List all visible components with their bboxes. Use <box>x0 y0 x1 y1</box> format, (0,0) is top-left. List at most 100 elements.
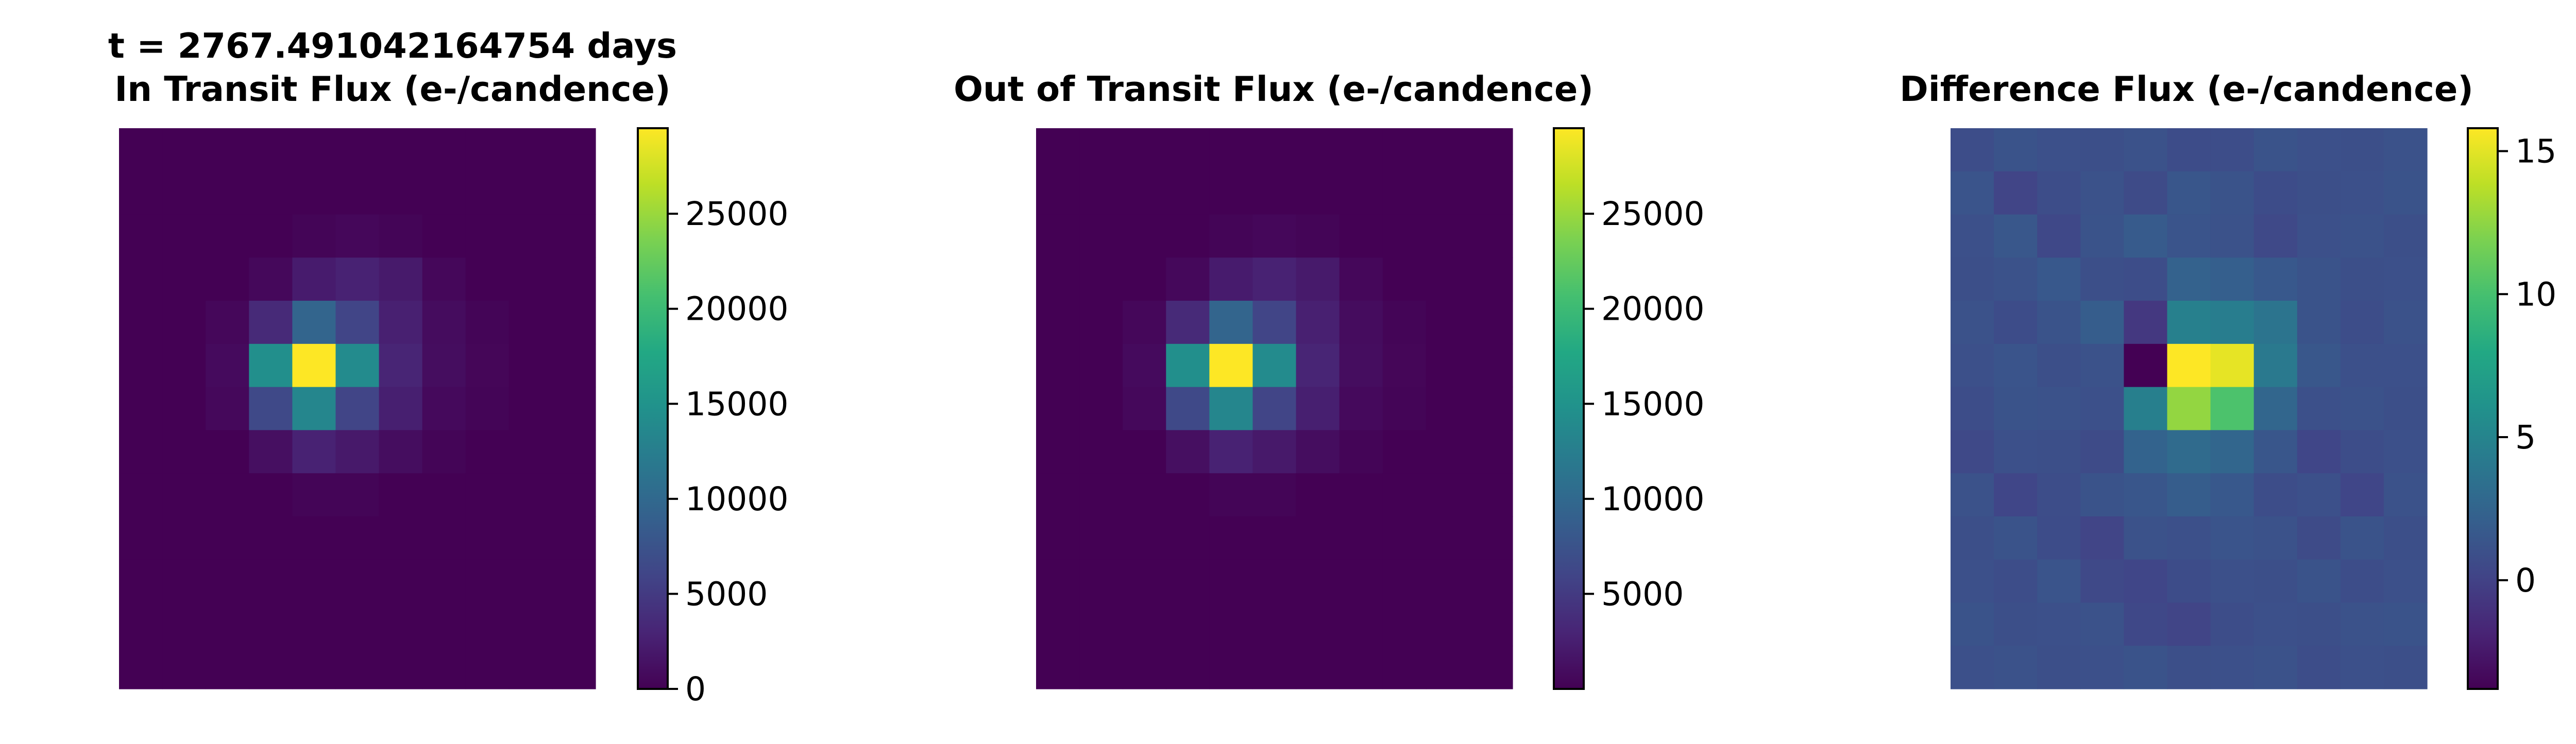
heatmap-cell <box>1252 343 1297 388</box>
heatmap-cell <box>2297 171 2341 215</box>
heatmap-cell <box>1036 387 1080 430</box>
heatmap-cell <box>1426 343 1470 388</box>
heatmap-cell <box>379 646 423 689</box>
heatmap-cell <box>2037 171 2081 215</box>
heatmap-cell <box>465 387 510 430</box>
heatmap-cell <box>249 128 293 172</box>
heatmap-cell <box>2340 602 2384 646</box>
heatmap-cell <box>1123 128 1166 172</box>
heatmap-cell <box>2037 516 2081 560</box>
heatmap-cell <box>162 559 206 603</box>
heatmap-cell <box>2297 516 2341 560</box>
heatmap-cell <box>1166 473 1210 517</box>
heatmap-cell <box>422 516 466 560</box>
heatmap-cell <box>379 473 423 517</box>
heatmap-cell <box>2297 473 2341 517</box>
panel-title-line: t = 2767.491042164754 days <box>108 26 677 66</box>
heatmap-cell <box>162 646 206 689</box>
heatmap-cell <box>2210 516 2255 560</box>
heatmap-cell <box>2167 559 2211 603</box>
heatmap-cell <box>1079 430 1123 474</box>
heatmap-cell <box>1382 128 1427 172</box>
heatmap-cell <box>465 430 510 474</box>
heatmap-cell <box>2124 430 2168 474</box>
heatmap-difference <box>1951 128 2428 689</box>
heatmap-cell <box>1469 430 1513 474</box>
heatmap-cell <box>1123 646 1166 689</box>
heatmap-cell <box>2080 343 2124 388</box>
heatmap-cell <box>1209 214 1253 258</box>
heatmap-cell <box>1469 516 1513 560</box>
heatmap-out-of-transit <box>1036 128 1513 689</box>
heatmap-cell <box>1166 214 1210 258</box>
heatmap-cell <box>1951 387 1994 430</box>
heatmap-cell <box>1209 257 1253 301</box>
heatmap-cell <box>379 602 423 646</box>
heatmap-cell <box>335 473 380 517</box>
heatmap-cell <box>2037 343 2081 388</box>
heatmap-cell <box>552 516 596 560</box>
heatmap-cell <box>1339 387 1383 430</box>
heatmap-cell <box>2037 559 2081 603</box>
heatmap-cell <box>552 559 596 603</box>
heatmap-cell <box>2124 387 2168 430</box>
heatmap-cell <box>1469 646 1513 689</box>
heatmap-cell <box>2080 387 2124 430</box>
heatmap-cell <box>379 559 423 603</box>
heatmap-cell <box>552 387 596 430</box>
heatmap-cell <box>292 301 336 344</box>
heatmap-cell <box>1123 559 1166 603</box>
heatmap-cell <box>1209 343 1253 388</box>
heatmap-cell <box>2037 430 2081 474</box>
heatmap-cell <box>206 171 249 215</box>
heatmap-cell <box>1123 214 1166 258</box>
heatmap-cell <box>206 387 249 430</box>
heatmap-cell <box>292 128 336 172</box>
heatmap-cell <box>1123 171 1166 215</box>
heatmap-cell <box>509 516 553 560</box>
heatmap-cell <box>2383 559 2428 603</box>
heatmap-cell <box>1166 602 1210 646</box>
heatmap-cell <box>119 516 163 560</box>
heatmap-cell <box>1079 646 1123 689</box>
heatmap-cell <box>1382 516 1427 560</box>
heatmap-cell <box>422 301 466 344</box>
heatmap-cell <box>509 343 553 388</box>
heatmap-cell <box>2253 602 2298 646</box>
heatmap-cell <box>1951 171 1994 215</box>
heatmap-cell <box>1123 343 1166 388</box>
heatmap-cell <box>379 128 423 172</box>
heatmap-cell <box>1079 343 1123 388</box>
heatmap-cell <box>119 128 163 172</box>
panel-difference: Difference Flux (e-/candence) 0 5 10 15 <box>1900 69 2556 690</box>
heatmap-cell <box>2253 516 2298 560</box>
heatmap-cell <box>2167 602 2211 646</box>
heatmap-cell <box>1079 301 1123 344</box>
heatmap-cell <box>1079 473 1123 517</box>
heatmap-cell <box>2340 516 2384 560</box>
heatmap-cell <box>335 257 380 301</box>
heatmap-cell <box>206 473 249 517</box>
heatmap-cell <box>2037 301 2081 344</box>
heatmap-cell <box>1123 602 1166 646</box>
heatmap-cell <box>1426 257 1470 301</box>
heatmap-cell <box>335 559 380 603</box>
heatmap-cell <box>1123 473 1166 517</box>
heatmap-cell <box>2253 646 2298 689</box>
heatmap-cell <box>2080 646 2124 689</box>
heatmap-cell <box>1166 387 1210 430</box>
heatmap-cell <box>465 602 510 646</box>
panel-title-line: Out of Transit Flux (e-/candence) <box>954 69 1594 109</box>
heatmap-cell <box>2037 387 2081 430</box>
heatmap-cell <box>1339 430 1383 474</box>
heatmap-cell <box>1166 128 1210 172</box>
heatmap-cell <box>2340 301 2384 344</box>
heatmap-cell <box>552 214 596 258</box>
heatmap-cell <box>1994 387 2038 430</box>
heatmap-cell <box>422 387 466 430</box>
heatmap-cell <box>465 214 510 258</box>
heatmap-cell <box>379 516 423 560</box>
heatmap-cell <box>1994 430 2038 474</box>
heatmap-cell <box>1209 646 1253 689</box>
heatmap-cell <box>552 343 596 388</box>
